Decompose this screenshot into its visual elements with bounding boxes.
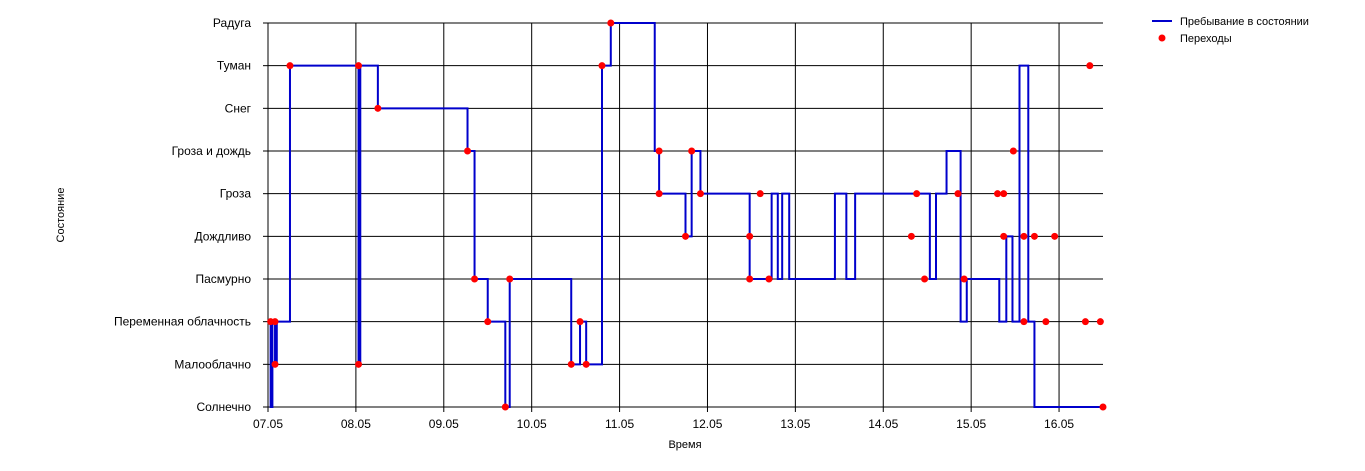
transition-point <box>913 190 921 198</box>
transition-point <box>582 360 590 368</box>
legend-label-series-2: Переходы <box>1180 33 1232 45</box>
x-tick-label: 12.05 <box>692 417 722 431</box>
y-tick-label: Снег <box>225 101 252 115</box>
transition-point <box>1051 232 1059 240</box>
transition-point <box>374 104 382 112</box>
transition-point <box>954 190 962 198</box>
transition-point <box>960 275 968 283</box>
x-tick-label: 08.05 <box>341 417 371 431</box>
transition-point <box>471 275 479 283</box>
transition-point <box>286 62 294 70</box>
y-tick-label: Переменная облачность <box>114 315 251 329</box>
transition-point <box>746 232 754 240</box>
transition-point <box>484 318 492 326</box>
transition-point <box>1086 62 1094 70</box>
legend-label-series-1: Пребывание в состоянии <box>1180 16 1309 28</box>
x-tick-labels: 07.05 08.05 09.05 10.05 11.05 12.05 13.05 14.05… <box>253 417 1074 431</box>
grid <box>263 22 1103 412</box>
y-tick-label: Малооблачно <box>174 357 251 371</box>
transition-point <box>271 318 279 326</box>
transition-point <box>567 360 575 368</box>
x-axis-title: Время <box>668 439 701 451</box>
transition-point <box>1020 318 1028 326</box>
transition-point <box>655 190 663 198</box>
y-tick-label: Гроза и дождь <box>172 144 251 158</box>
x-tick-label: 14.05 <box>868 417 898 431</box>
transition-point <box>1030 232 1038 240</box>
y-tick-labels: Солнечно Малооблачно Переменная облачность… <box>114 16 252 414</box>
transition-point <box>355 62 363 70</box>
transition-point <box>1000 190 1008 198</box>
y-tick-label: Солнечно <box>196 400 251 414</box>
transition-point <box>655 147 663 155</box>
transition-point <box>756 190 764 198</box>
transition-point <box>1009 147 1017 155</box>
transition-point <box>682 232 689 240</box>
x-tick-label: 13.05 <box>780 417 810 431</box>
transition-point <box>506 275 514 283</box>
transition-point <box>746 275 754 283</box>
transition-point <box>355 360 363 368</box>
x-tick-label: 10.05 <box>517 417 547 431</box>
x-tick-label: 15.05 <box>956 417 986 431</box>
transition-point <box>1020 232 1028 240</box>
transition-point <box>576 318 584 326</box>
y-tick-label: Дождливо <box>195 229 252 243</box>
transition-point <box>1000 232 1008 240</box>
y-axis-title: Состояние <box>55 188 67 243</box>
x-tick-label: 07.05 <box>253 417 283 431</box>
transition-point <box>607 19 615 27</box>
y-tick-label: Пасмурно <box>195 272 251 286</box>
transition-point <box>464 147 472 155</box>
transition-point <box>271 360 279 368</box>
transition-point <box>688 147 696 155</box>
transition-point <box>765 275 773 283</box>
transition-point <box>1096 318 1104 326</box>
x-tick-label: 09.05 <box>429 417 459 431</box>
y-tick-label: Гроза <box>220 187 252 201</box>
transition-point <box>994 190 1002 198</box>
plot-area <box>267 19 1107 411</box>
transition-point <box>1081 318 1089 326</box>
y-tick-label: Радуга <box>213 16 251 30</box>
transition-point <box>907 232 915 240</box>
transition-point <box>501 403 509 411</box>
legend: Пребывание в состоянии Переходы <box>1152 16 1309 45</box>
x-tick-label: 11.05 <box>605 417 634 431</box>
transition-point <box>921 275 929 283</box>
y-tick-label: Туман <box>217 59 251 73</box>
transition-point <box>598 62 606 70</box>
x-tick-label: 16.05 <box>1044 417 1074 431</box>
legend-dot-swatch <box>1158 34 1166 42</box>
transition-point <box>1042 318 1050 326</box>
state-step-line <box>268 22 1103 408</box>
transition-point <box>696 190 704 198</box>
transition-point <box>1099 403 1107 411</box>
